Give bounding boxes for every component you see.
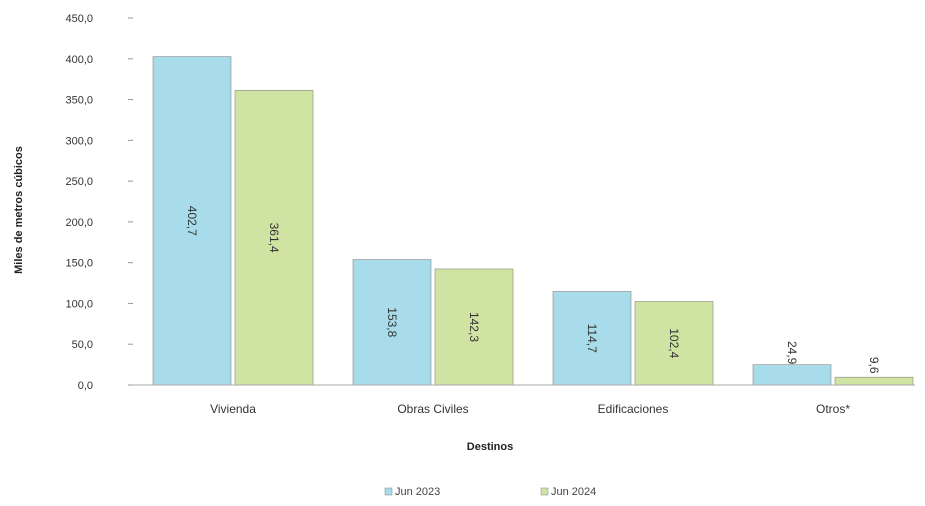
y-tick-label: 100,0 — [65, 298, 93, 310]
bar — [634, 301, 714, 386]
y-tick-label: 0,0 — [78, 380, 93, 392]
data-label: 9,6 — [867, 357, 881, 374]
data-label: 361,4 — [267, 223, 281, 253]
y-tick-label: 400,0 — [65, 54, 93, 66]
data-label: 402,7 — [185, 206, 199, 236]
data-label: 114,7 — [585, 324, 599, 353]
data-label: 102,4 — [667, 328, 681, 358]
legend: Jun 2023 Jun 2024 — [384, 486, 596, 498]
x-axis-title: Destinos — [467, 441, 513, 453]
x-tick-label: Vivienda — [210, 402, 256, 416]
x-axis: Vivienda Obras Civiles Edificaciones Otros* — [133, 384, 915, 416]
y-tick-label: 150,0 — [65, 258, 93, 270]
bar — [434, 268, 514, 386]
legend-swatch — [384, 487, 393, 496]
legend-label: Jun 2024 — [551, 486, 596, 498]
y-tick-label: 300,0 — [65, 135, 93, 147]
data-label: 153,8 — [385, 307, 399, 337]
legend-swatch — [540, 487, 549, 496]
x-tick-label: Obras Civiles — [397, 402, 468, 416]
y-axis: 0,0 50,0 100,0 150,0 200,0 250,0 300,0 350,0 400… — [65, 13, 133, 392]
bar — [552, 291, 632, 386]
y-axis-title: Miles de metros cúbicos — [13, 146, 25, 274]
bar — [752, 364, 832, 386]
data-label: 24,9 — [785, 341, 799, 365]
y-tick-label: 450,0 — [65, 13, 93, 25]
bar — [152, 56, 232, 386]
y-tick-label: 350,0 — [65, 95, 93, 107]
y-tick-label: 250,0 — [65, 176, 93, 188]
y-tick-label: 200,0 — [65, 217, 93, 229]
legend-label: Jun 2023 — [395, 486, 440, 498]
y-tick-label: 50,0 — [72, 339, 93, 351]
bar — [834, 376, 914, 386]
x-tick-label: Edificaciones — [598, 402, 669, 416]
x-tick-label: Otros* — [816, 402, 850, 416]
bar — [234, 89, 314, 386]
data-label: 142,3 — [467, 312, 481, 342]
bars: 402,7 361,4 153,8 142,3 114,7 102,4 24,9 9,6 — [152, 56, 914, 386]
